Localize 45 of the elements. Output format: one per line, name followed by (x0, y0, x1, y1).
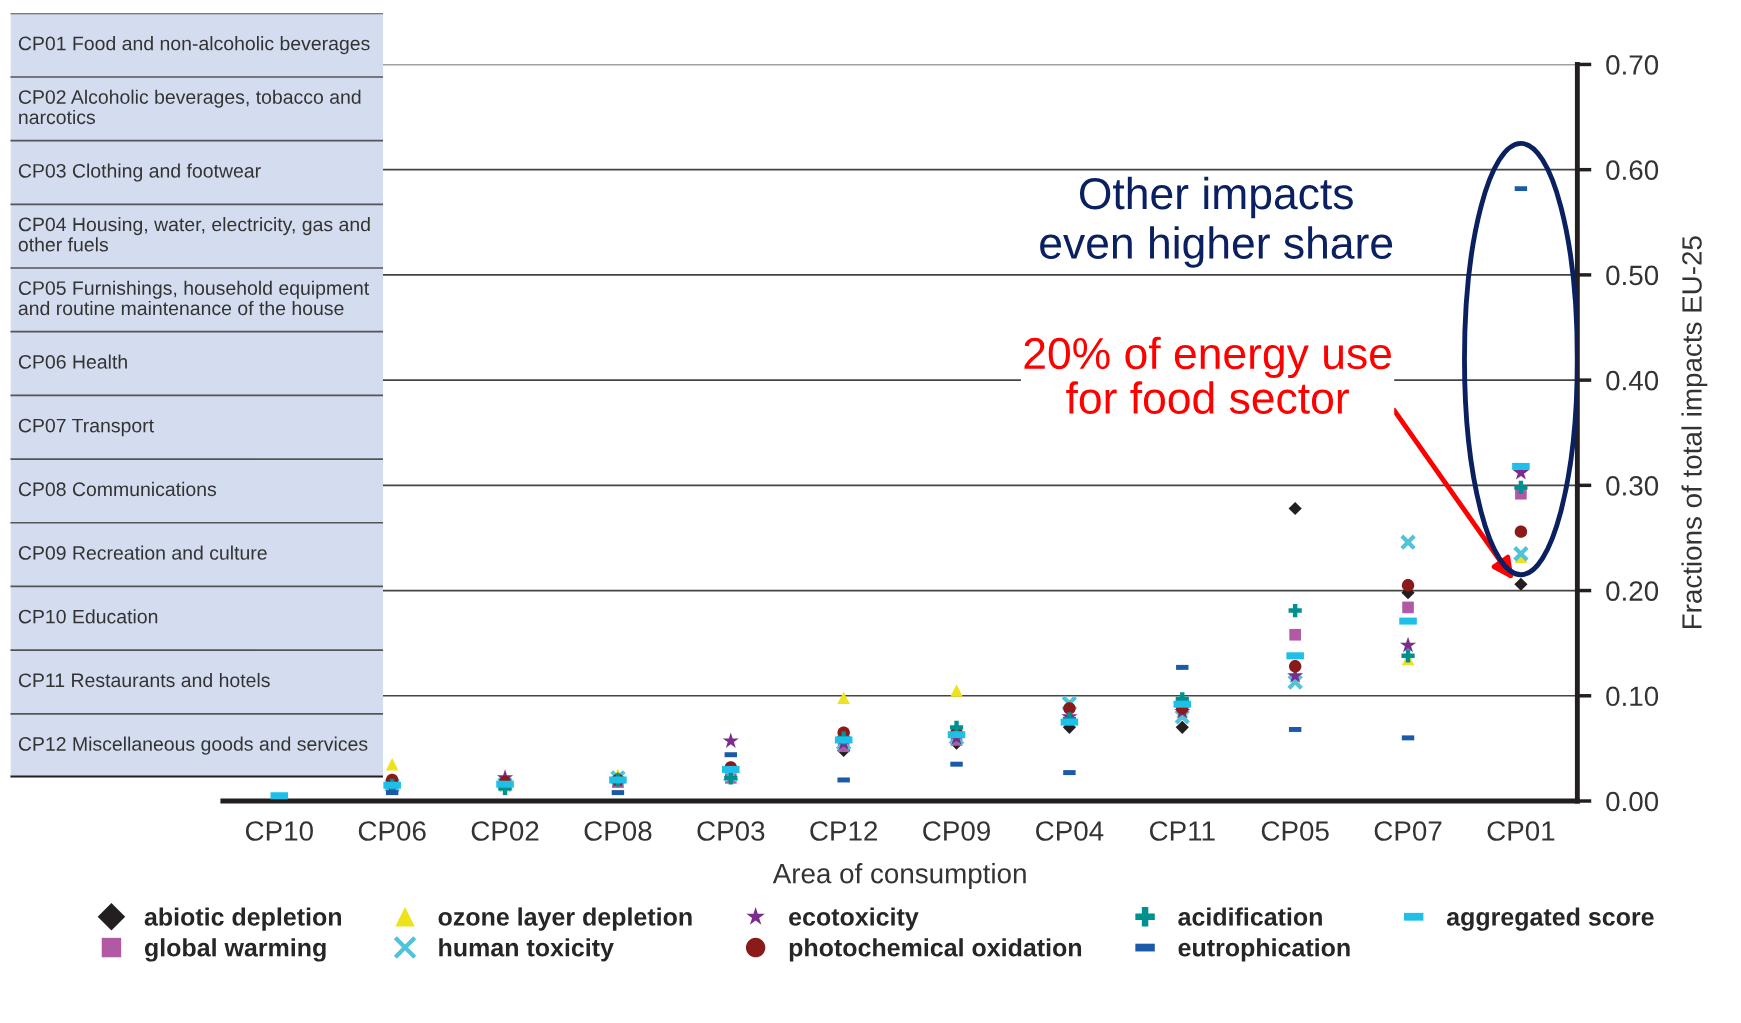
text: CP01 Food and non-alcoholic beverages (18, 36, 370, 55)
y-tick-label: 0.60 (1606, 160, 1659, 181)
legend-label: global warming (144, 938, 326, 962)
x-tick-label: CP01 (1487, 821, 1555, 841)
annotation: CP04 Housing, water, electricity, gas and other fuels (18, 217, 370, 252)
x-tick-label: CP09 (923, 821, 990, 841)
legend-label: abiotic depletion (144, 907, 342, 931)
annotation: CP02 Alcoholic beverages, tobacco and narcotics (18, 89, 361, 125)
x-tick-label: CP12 (810, 821, 878, 841)
y-tick-label: 0.70 (1606, 55, 1659, 75)
legend-label: photochemical oxidation (789, 938, 1082, 962)
x-tick-label: CP08 (584, 821, 652, 841)
annotation: Other impacts even higher share (1040, 176, 1393, 268)
y-tick-label: 0.40 (1606, 370, 1659, 391)
x-tick-label: CP11 (1149, 821, 1215, 841)
legend-label: eutrophication (1178, 938, 1350, 962)
legend-label: human toxicity (439, 938, 614, 962)
y-tick-label: 0.10 (1606, 686, 1659, 707)
x-tick-label: CP07 (1374, 821, 1442, 841)
text: CP10 Education (18, 609, 158, 624)
annotation: CP12 Miscellaneous goods and services (18, 736, 368, 755)
annotation: CP05 Furnishings, household equipment and routine maintenance of the house (18, 280, 370, 316)
text: CP06 Health (18, 354, 127, 369)
annotation: CP11 Restaurants and hotels (18, 672, 270, 688)
x-tick-label: CP03 (697, 821, 765, 841)
text: CP07 Transport (18, 418, 154, 437)
y-tick-label: 0.00 (1606, 791, 1659, 812)
annotation: CP03 Clothing and footwear (18, 163, 261, 182)
legend-label: acidification (1178, 907, 1322, 926)
x-axis-title: Area of consumption (772, 863, 1026, 889)
x-tick-label: CP10 (245, 821, 313, 841)
x-tick-label: CP04 (1036, 821, 1104, 841)
y-tick-label: 0.50 (1606, 265, 1659, 286)
legend-label: ecotoxicity (789, 907, 919, 931)
x-tick-label: CP02 (471, 821, 539, 841)
legend-label: ozone layer depletion (438, 907, 692, 931)
y-axis-title: Fractions of total impacts EU-25 (1681, 236, 1708, 629)
annotation: 20% of energy use for food sector (1024, 336, 1391, 414)
y-tick-label: 0.20 (1606, 581, 1659, 601)
annotation: CP09 Recreation and culture (18, 545, 267, 560)
text: CP08 Communications (18, 481, 217, 497)
x-tick-label: CP05 (1261, 821, 1329, 841)
y-tick-label: 0.30 (1606, 476, 1659, 496)
x-tick-label: CP06 (358, 821, 426, 841)
legend-label: aggregated score (1446, 907, 1654, 931)
